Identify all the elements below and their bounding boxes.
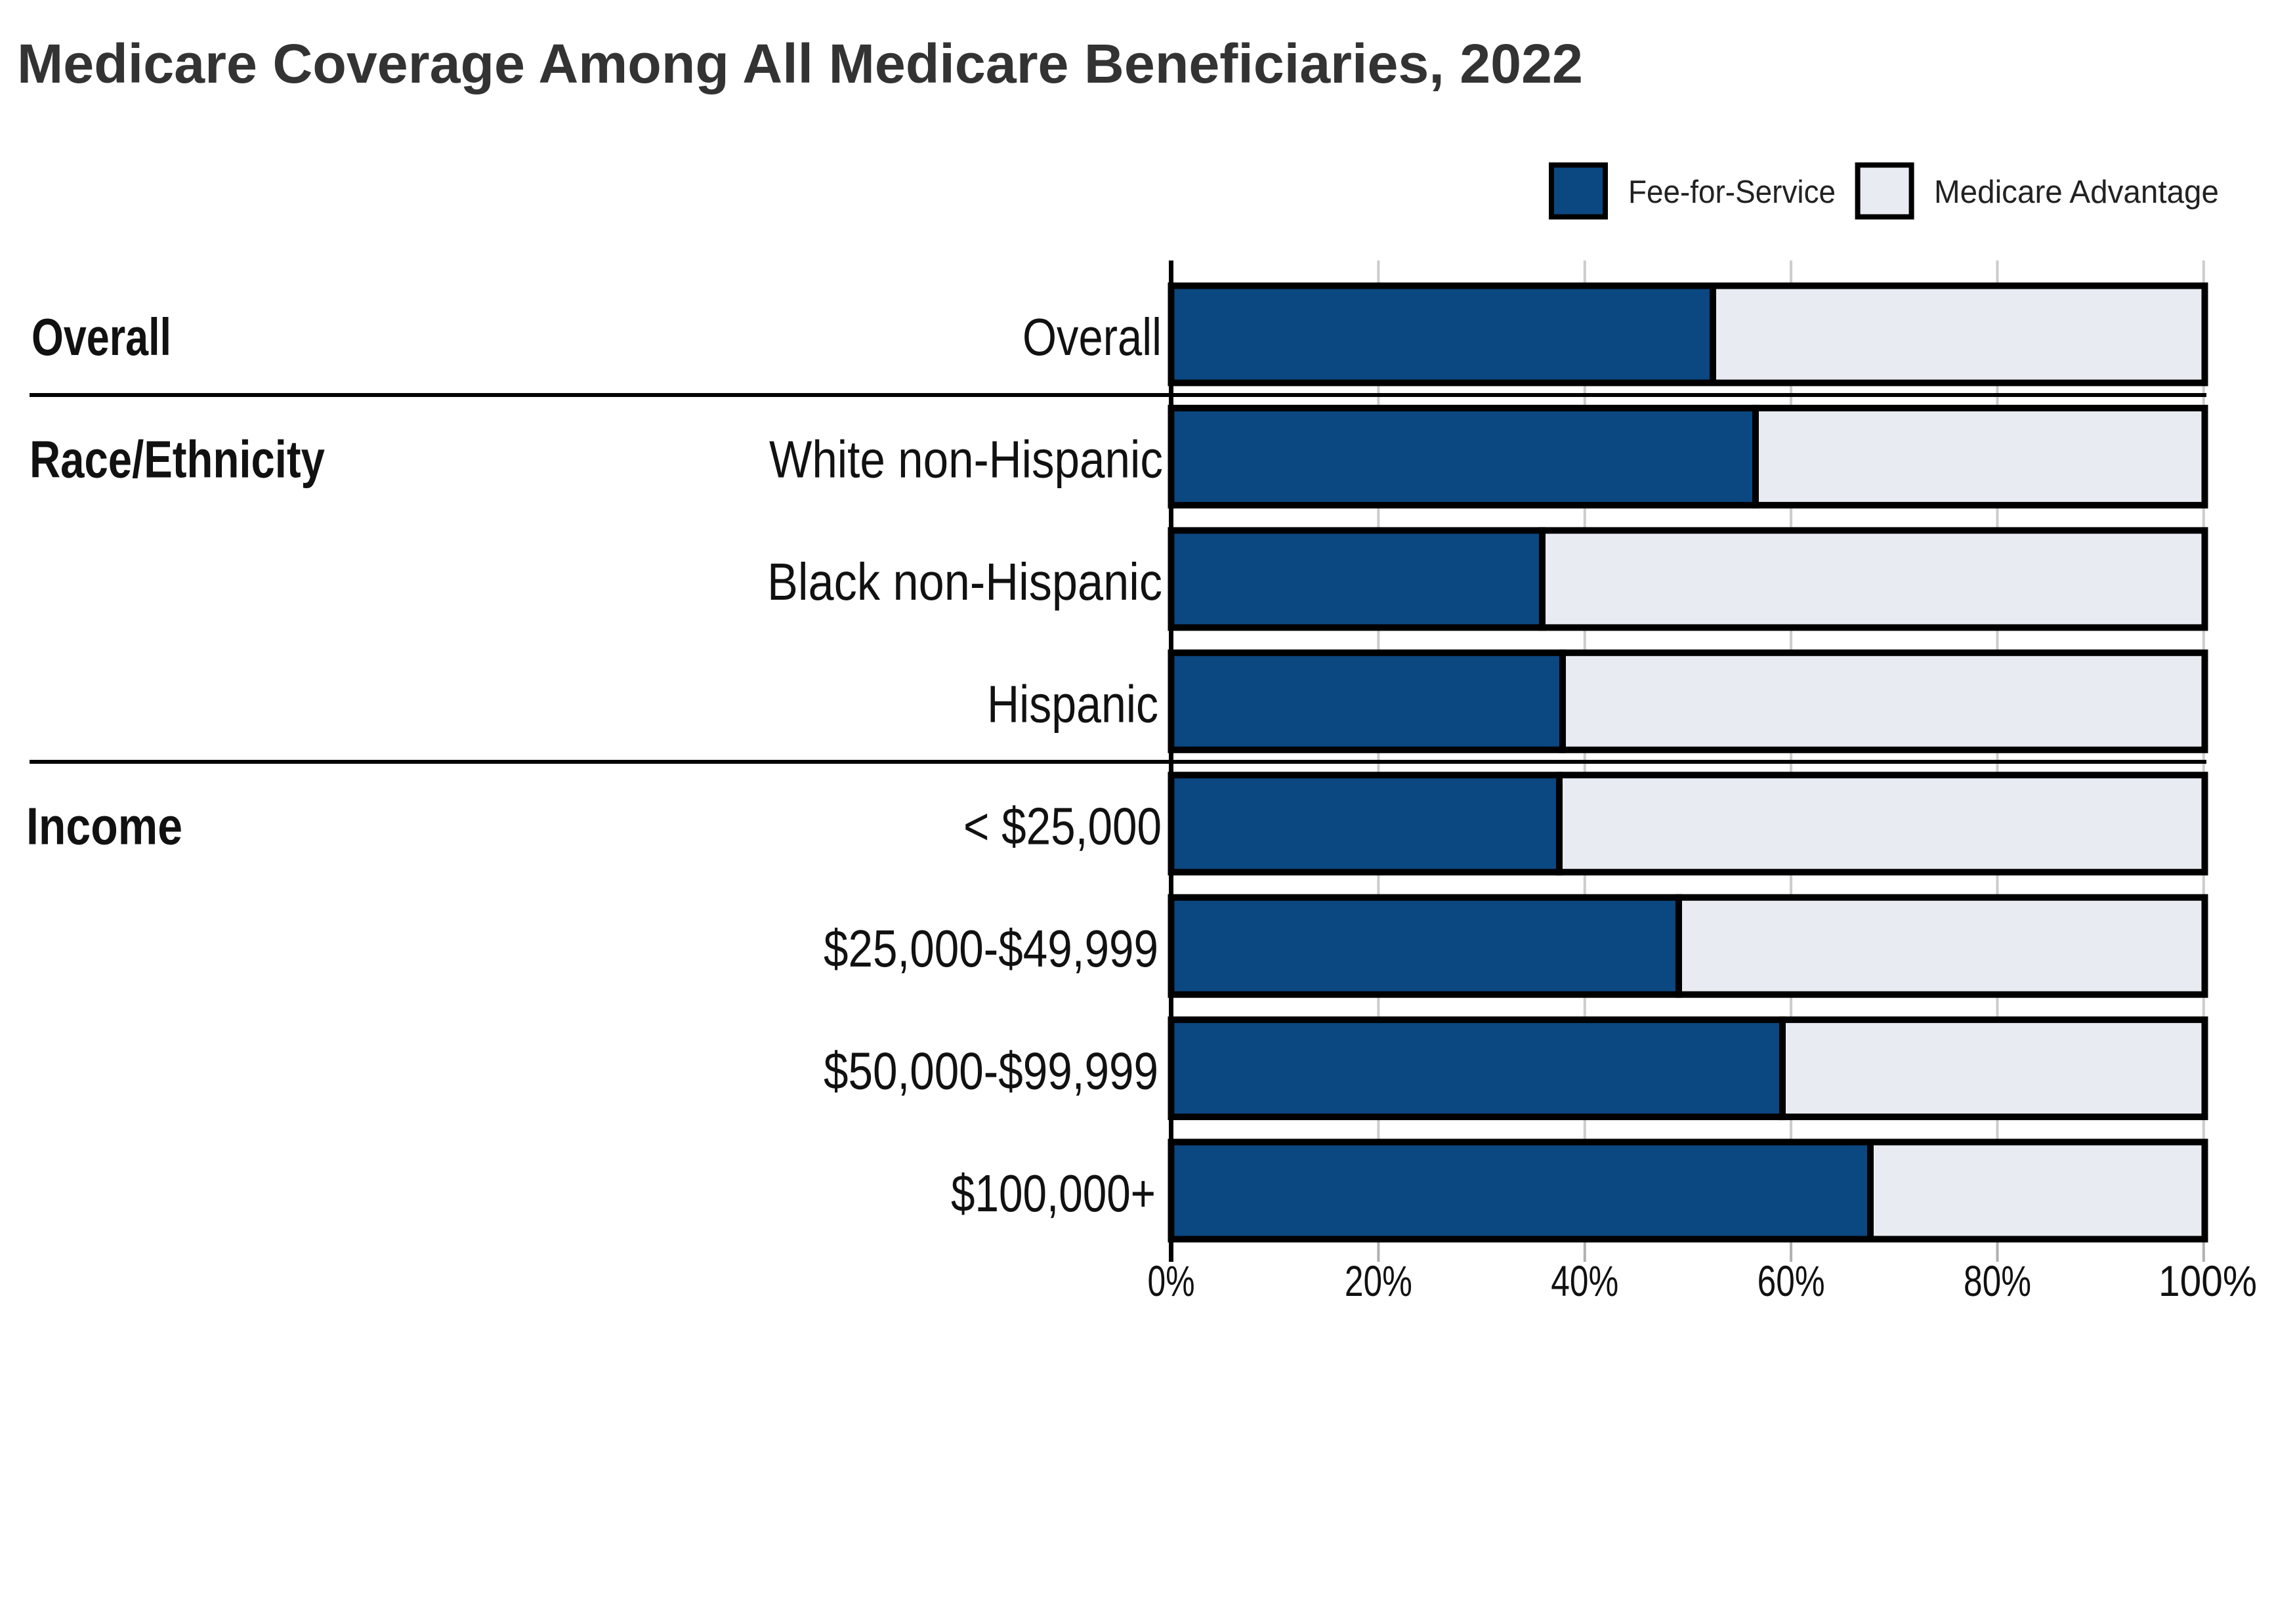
svg-text:0%: 0% [1148, 1257, 1195, 1305]
svg-text:60%: 60% [1758, 1257, 1825, 1305]
svg-text:40%: 40% [1551, 1257, 1618, 1305]
svg-text:< $25,000: < $25,000 [963, 797, 1162, 856]
svg-text:$25,000-$49,999: $25,000-$49,999 [824, 919, 1158, 978]
svg-text:Medicare Coverage Among All Me: Medicare Coverage Among All Medicare Ben… [17, 33, 1583, 94]
svg-text:Race/Ethnicity: Race/Ethnicity [30, 430, 325, 488]
svg-text:$100,000+: $100,000+ [951, 1164, 1156, 1222]
svg-text:White non-Hispanic: White non-Hispanic [769, 430, 1163, 488]
svg-text:Overall: Overall [1022, 308, 1162, 366]
svg-text:Income: Income [26, 797, 182, 856]
svg-text:Medicare Advantage: Medicare Advantage [1934, 175, 2219, 210]
svg-text:$50,000-$99,999: $50,000-$99,999 [824, 1042, 1158, 1100]
svg-text:Black non-Hispanic: Black non-Hispanic [767, 552, 1162, 611]
svg-text:100%: 100% [2158, 1257, 2257, 1305]
svg-text:Fee-for-Service: Fee-for-Service [1628, 175, 1836, 210]
svg-text:Hispanic: Hispanic [987, 675, 1158, 733]
svg-text:20%: 20% [1345, 1257, 1412, 1305]
svg-text:80%: 80% [1964, 1257, 2031, 1305]
svg-text:Overall: Overall [32, 308, 171, 366]
